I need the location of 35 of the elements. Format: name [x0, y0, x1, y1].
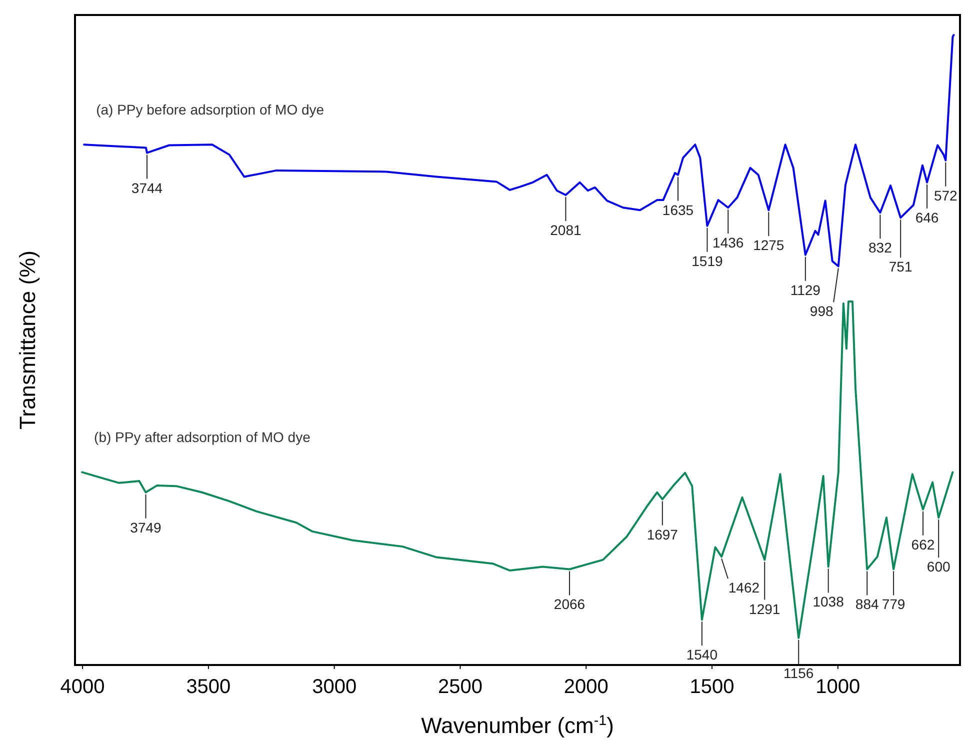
annotation: 1038: [812, 594, 844, 610]
annotation: 1697: [646, 526, 678, 542]
annotation: 2081: [550, 222, 582, 238]
annotation: 1275: [753, 237, 784, 254]
annotation: 572: [934, 187, 958, 204]
annotation: 3749: [130, 519, 162, 536]
annotation: 662: [911, 536, 935, 552]
annotation: 832: [868, 240, 892, 256]
annotation: 998: [810, 303, 834, 320]
annotation: 1156: [784, 664, 814, 681]
annotation: 779: [882, 596, 906, 612]
annotation: 884: [855, 596, 879, 612]
annotation: 751: [888, 258, 912, 275]
y-axis-title: Transmittance (%): [15, 250, 40, 430]
series-label: (a) PPy before adsorption of MO dye: [96, 102, 324, 118]
annotation: 1519: [692, 252, 723, 269]
annotation: 3744: [131, 180, 163, 196]
x-tick-label: 3500: [186, 676, 231, 698]
annotation: 1436: [712, 234, 744, 251]
x-tick-label: 3000: [312, 676, 357, 698]
x-tick-label: 2500: [438, 676, 482, 698]
text: (b) PPy after adsorption of MO dye: [94, 429, 311, 446]
annotation: 2066: [554, 596, 586, 612]
annotation: 1635: [662, 202, 694, 218]
annotation: 1129: [790, 282, 821, 298]
x-tick-label: 4000: [60, 676, 105, 698]
x-tick-label: 1000: [816, 676, 860, 698]
annotation: 600: [926, 558, 950, 575]
x-tick-label: 2000: [564, 676, 608, 698]
annotation: 1291: [749, 600, 780, 617]
annotation: 646: [915, 209, 939, 226]
x-axis-title: Wavenumber (cm$^{-1}$): [421, 713, 614, 738]
x-tick-label: 1500: [690, 676, 734, 698]
annotation: 1462: [728, 580, 760, 596]
annotation: 1540: [686, 646, 718, 663]
